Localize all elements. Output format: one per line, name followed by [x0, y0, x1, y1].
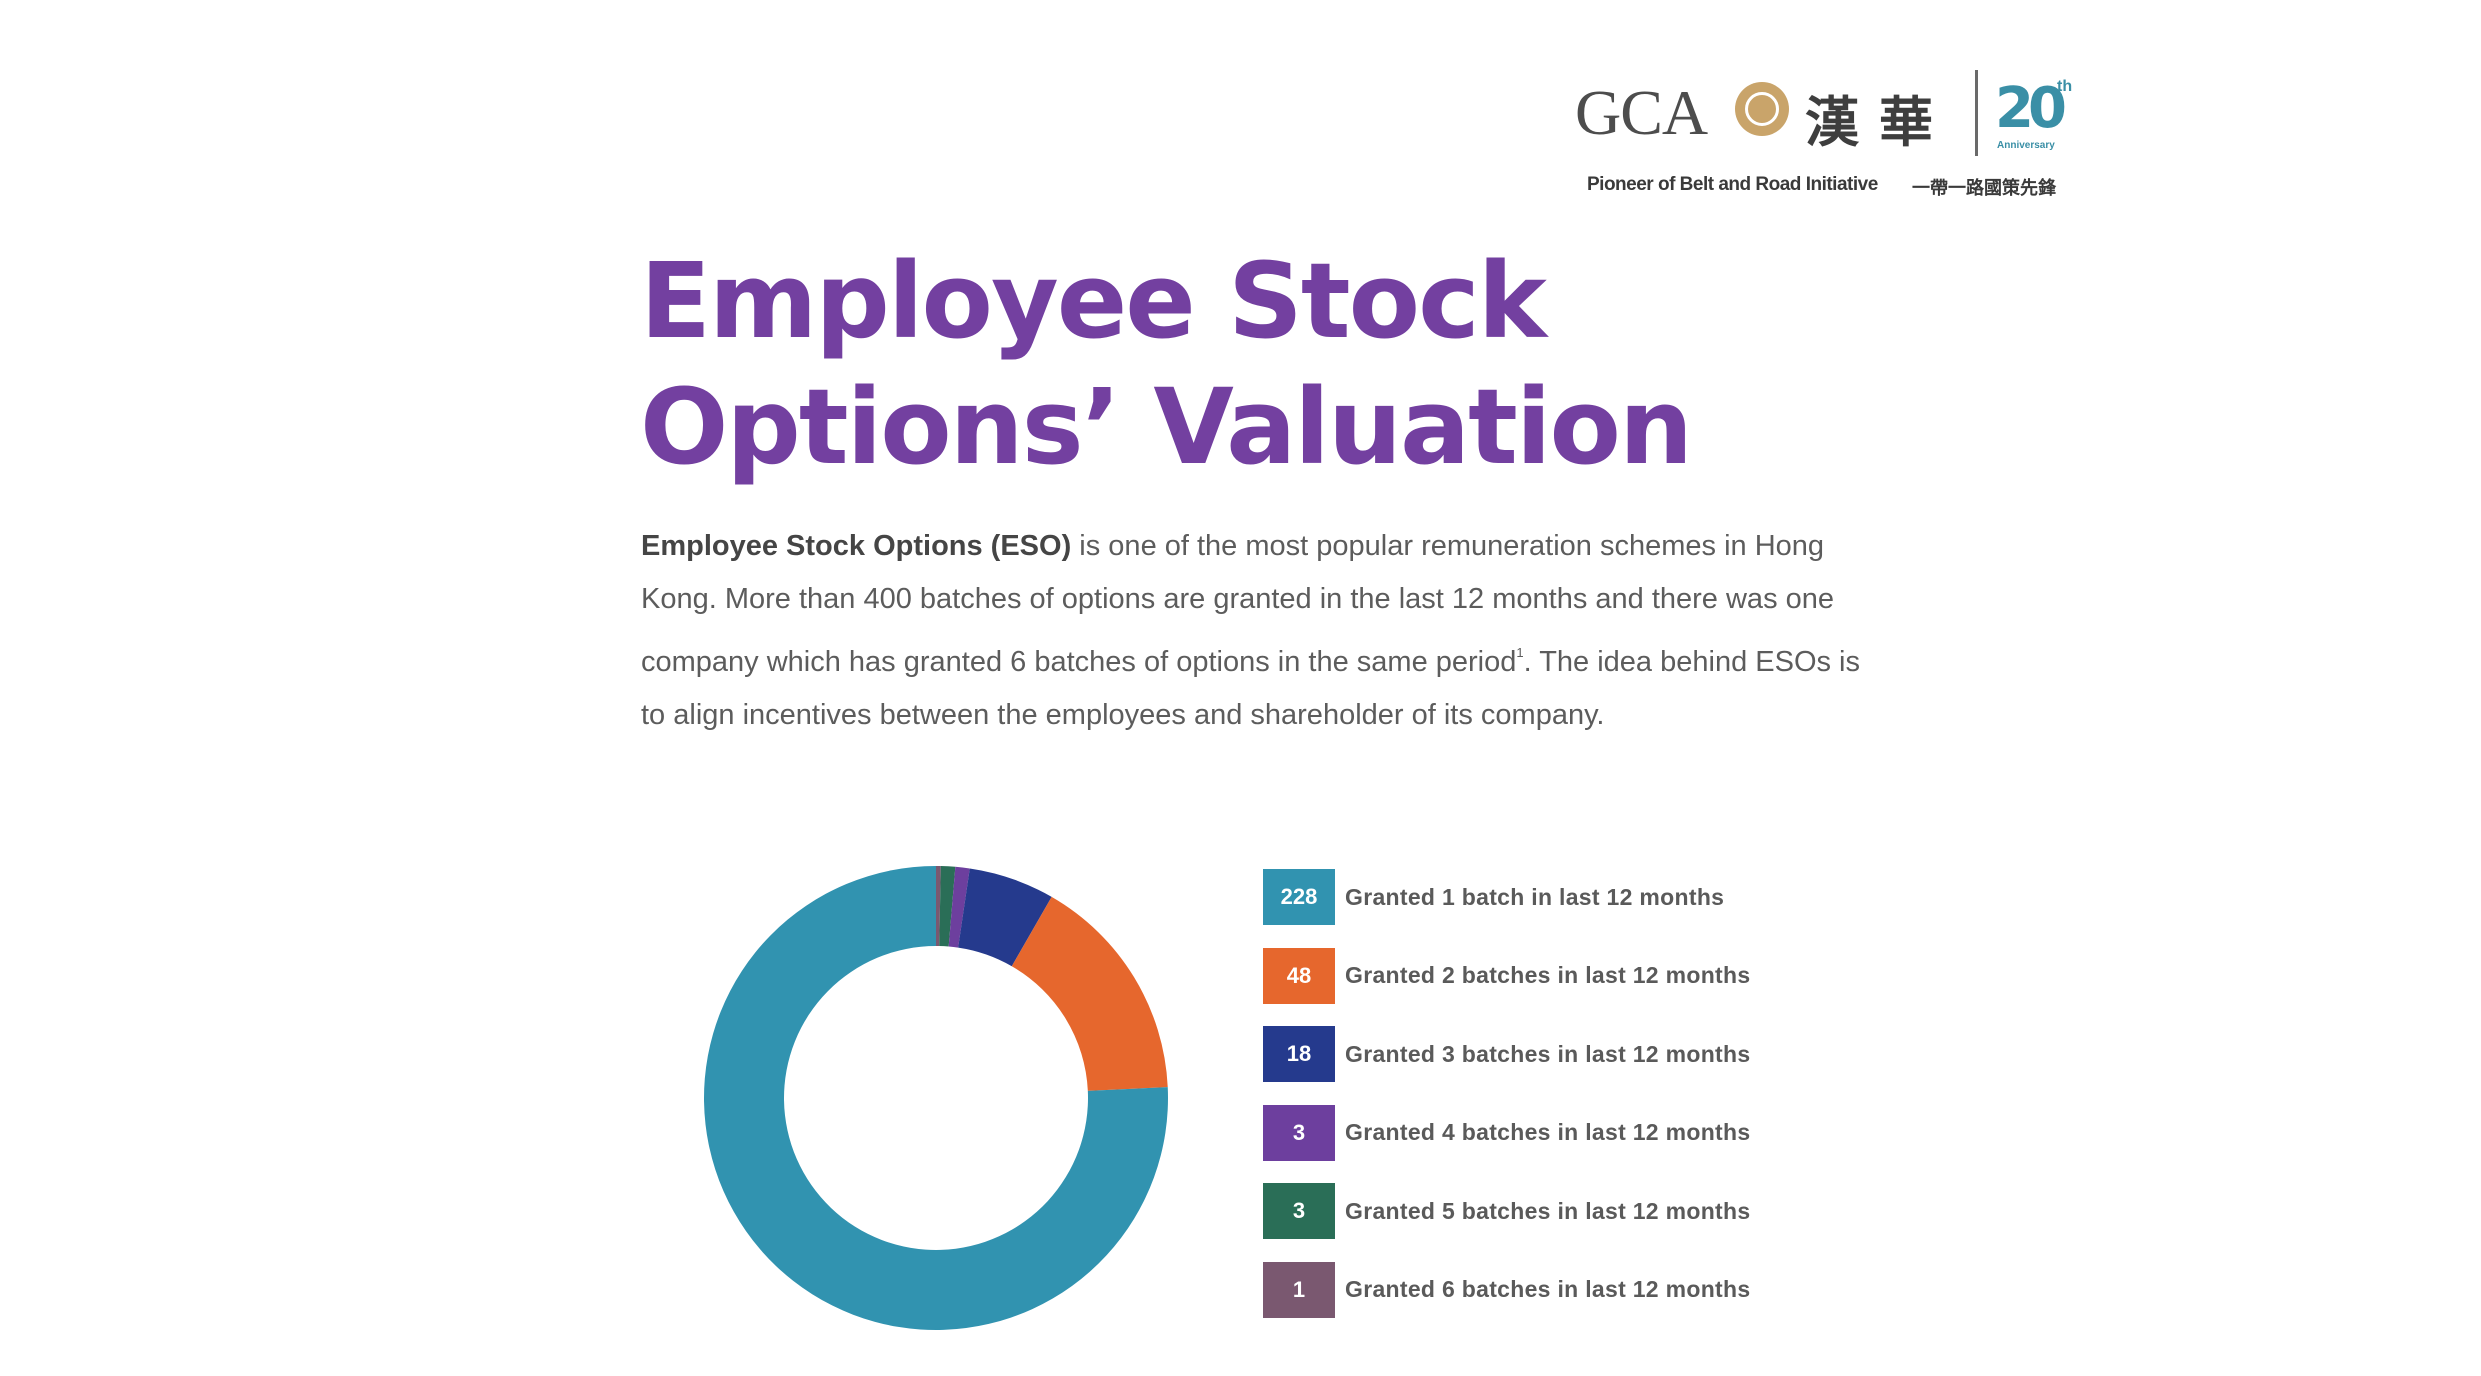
- company-logo: GCA 漢華 20 th Anniversary Pioneer of Belt…: [1575, 66, 2095, 206]
- page-title: Employee Stock Options’ Valuation: [640, 238, 1740, 490]
- legend-label: Granted 3 batches in last 12 months: [1345, 1040, 1751, 1067]
- legend-label: Granted 4 batches in last 12 months: [1345, 1119, 1751, 1145]
- logo-brand-text: GCA: [1575, 77, 1708, 148]
- legend-item-3: 18 Granted 3 batches in last 12 months: [1263, 1026, 1750, 1082]
- logo-divider: [1975, 70, 1978, 156]
- legend-value-badge: 3: [1263, 1183, 1335, 1239]
- intro-text-1: is one of the most popular remuneration …: [641, 530, 1835, 678]
- legend-item-2: 48 Granted 2 batches in last 12 months: [1263, 947, 1751, 1004]
- anniversary-text: Anniversary: [1997, 140, 2055, 151]
- anniversary-badge: 20 th Anniversary: [1995, 76, 2075, 156]
- donut-slice-3-5: [939, 866, 956, 947]
- intro-lead: Employee Stock Options (ESO): [641, 530, 1072, 562]
- donut-chart: [704, 866, 1168, 1330]
- logo-seal-icon: [1735, 82, 1789, 136]
- legend-label: Granted 5 batches in last 12 months: [1345, 1197, 1751, 1224]
- legend-value-badge: 1: [1263, 1261, 1335, 1318]
- title-line-2: Options’ Valuation: [640, 366, 1693, 488]
- legend-value-badge: 228: [1263, 869, 1335, 925]
- legend-value-badge: 48: [1263, 947, 1335, 1004]
- intro-paragraph: Employee Stock Options (ESO) is one of t…: [641, 520, 1861, 742]
- footnote-mark: 1: [1516, 645, 1524, 660]
- legend-label: Granted 6 batches in last 12 months: [1345, 1276, 1751, 1302]
- logo-chinese-name: 漢華: [1805, 90, 1953, 154]
- donut-slice-3-4: [948, 866, 970, 948]
- intro-text-2: . The idea behind ESOs is to align incen…: [641, 646, 1860, 731]
- legend-label: Granted 2 batches in last 12 months: [1345, 962, 1751, 988]
- legend-label: Granted 1 batch in last 12 months: [1345, 883, 1725, 910]
- anniversary-suffix: th: [2057, 78, 2073, 95]
- anniversary-number: 20: [1995, 76, 2067, 141]
- donut-slice-48-2: [1011, 896, 1168, 1091]
- legend-item-6: 1 Granted 6 batches in last 12 months: [1263, 1261, 1751, 1318]
- tagline-english: Pioneer of Belt and Road Initiative: [1587, 174, 1878, 195]
- legend-item-1: 228 Granted 1 batch in last 12 months: [1263, 869, 1724, 925]
- legend-value-badge: 3: [1263, 1104, 1335, 1161]
- donut-slice-1-6: [936, 866, 941, 947]
- legend-item-4: 3 Granted 4 batches in last 12 months: [1263, 1104, 1751, 1161]
- legend-value-badge: 18: [1263, 1026, 1335, 1082]
- donut-slice-228-1: [704, 866, 1168, 1330]
- tagline-chinese: 一帶一路國策先鋒: [1912, 178, 2056, 198]
- title-line-1: Employee Stock: [640, 240, 1547, 362]
- legend-item-5: 3 Granted 5 batches in last 12 months: [1263, 1183, 1750, 1239]
- donut-slice-18-3: [958, 868, 1052, 967]
